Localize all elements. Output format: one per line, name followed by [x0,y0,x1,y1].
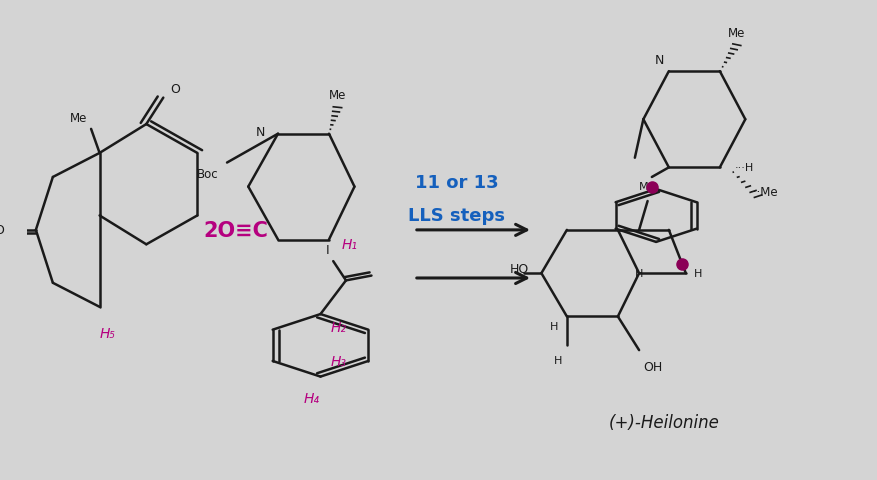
Text: H₂: H₂ [332,321,347,335]
Text: Me: Me [329,89,346,102]
Text: 2O≡C: 2O≡C [203,220,268,240]
Text: H₃: H₃ [332,354,347,368]
Text: Me: Me [69,112,87,125]
Text: H: H [550,322,559,332]
Text: ···H: ···H [735,163,754,173]
Text: Me: Me [639,182,656,192]
Text: Boc: Boc [197,168,218,181]
Text: H₅: H₅ [100,326,116,340]
Text: N: N [655,54,665,67]
Text: LLS steps: LLS steps [408,207,505,225]
Text: 11 or 13: 11 or 13 [415,173,498,192]
Text: OH: OH [644,360,663,373]
Text: Me: Me [728,27,745,40]
Text: H: H [554,355,562,365]
Text: N: N [256,125,265,139]
Text: I: I [325,244,329,257]
Text: H: H [695,269,702,278]
Text: H₁: H₁ [342,238,358,252]
Text: HO: HO [510,262,529,276]
Text: H: H [635,269,644,279]
Text: H₄: H₄ [304,391,320,405]
Text: (+)-Heilonine: (+)-Heilonine [610,413,720,432]
Text: O: O [170,83,180,96]
Text: ···Me: ···Me [750,185,778,199]
Text: O: O [0,224,4,237]
